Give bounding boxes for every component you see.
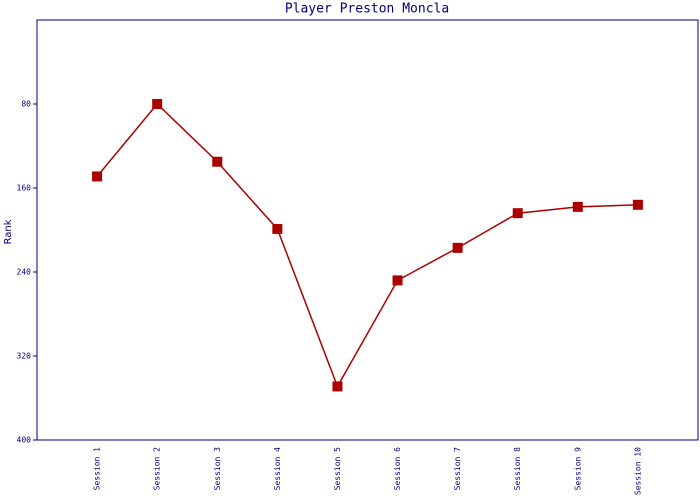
series-line [96,102,638,389]
x-tick-label: Session 4 [273,447,282,491]
x-tick-label: Session 10 [633,447,642,495]
x-tick-label: Session 9 [573,447,582,491]
y-tick-label: 160 [17,184,32,193]
point-marker [632,199,643,210]
point-marker [332,381,343,392]
y-tick-label: 320 [17,352,32,361]
point-marker [152,99,163,109]
x-tick-label: Session 6 [393,447,402,491]
point-marker [212,156,223,167]
point-marker [92,171,103,182]
point-marker [512,208,523,219]
x-tick-label: Session 5 [333,447,342,491]
point-marker [452,242,463,253]
y-tick-label: 400 [17,436,32,445]
x-tick-label: Session 8 [513,447,522,491]
point-marker [572,201,583,212]
y-tick-label: 240 [17,268,32,277]
point-marker [272,223,283,234]
y-axis-label: Rank [3,219,14,244]
x-tick-label: Session 3 [213,447,222,491]
x-tick-label: Session 1 [93,447,102,491]
x-tick-label: Session 2 [153,447,162,491]
y-tick-label: 80 [21,100,31,109]
chart-title: Player Preston Moncla [285,2,449,17]
point-marker [392,275,403,286]
plot-frame [36,19,699,441]
x-tick-label: Session 7 [453,447,462,491]
